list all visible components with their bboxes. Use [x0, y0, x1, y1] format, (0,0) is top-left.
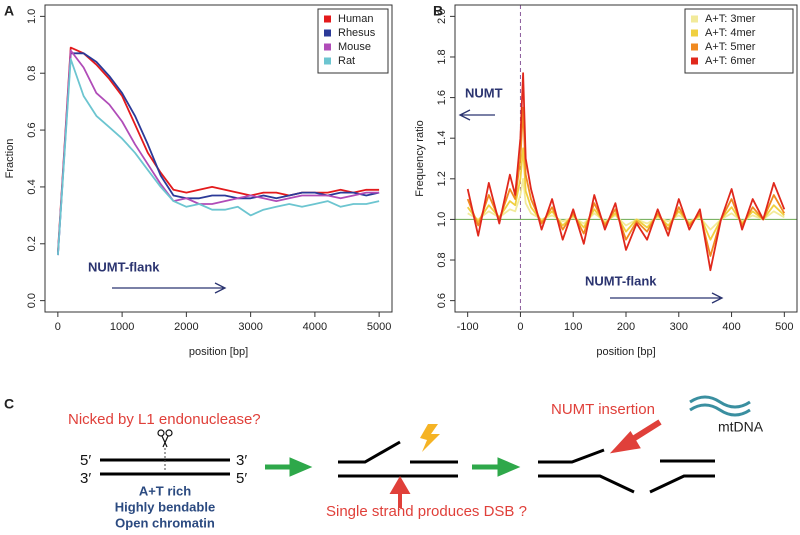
- x-tick-label: 0: [517, 321, 523, 333]
- series-line: [57, 46, 380, 253]
- property: A+T rich: [139, 483, 191, 498]
- y-tick-label: 0.8: [26, 66, 38, 81]
- insertion-label: NUMT insertion: [551, 401, 655, 418]
- dna-strand: [649, 474, 715, 494]
- y-tick-label: 1.0: [436, 212, 448, 227]
- lightning-icon: [420, 424, 440, 452]
- panel-label: B: [433, 3, 443, 19]
- step-arrow: [265, 457, 313, 477]
- annotation-arrow: [458, 109, 495, 121]
- x-axis-label: position [bp]: [189, 346, 248, 358]
- legend-box: [684, 8, 794, 74]
- x-tick-label: 3000: [238, 321, 262, 333]
- dna-strand: [538, 448, 605, 464]
- y-axis-label: Frequency ratio: [414, 120, 426, 196]
- dsb-arrow: [389, 476, 411, 508]
- x-tick-label: 0: [55, 321, 61, 333]
- strand-end: 5′: [236, 470, 247, 487]
- y-axis-label: Fraction: [4, 139, 16, 179]
- y-tick-label: 1.4: [436, 131, 448, 146]
- y-tick-label: 1.8: [436, 49, 448, 64]
- legend-swatch: [691, 15, 698, 23]
- property: Open chromatin: [115, 515, 215, 530]
- mtdna-icon: [689, 395, 751, 417]
- annotation-arrow: [610, 292, 724, 304]
- annotation: NUMT: [465, 85, 503, 100]
- annotation: NUMT-flank: [585, 273, 657, 288]
- legend-label: A+T: 4mer: [705, 27, 756, 39]
- x-tick-label: 200: [617, 321, 635, 333]
- series-line: [57, 49, 380, 256]
- y-tick-label: 1.0: [26, 9, 38, 24]
- strand-end: 5′: [80, 452, 91, 469]
- nick-label: Nicked by L1 endonuclease?: [68, 411, 261, 428]
- legend-swatch: [691, 29, 698, 37]
- diagram: C Nicked by L1 endonuclease? 5′ 3′ 3′ 5′…: [4, 395, 764, 530]
- y-tick-label: 0.6: [436, 293, 448, 308]
- x-tick-label: 4000: [303, 321, 327, 333]
- y-tick-label: 1.2: [436, 171, 448, 186]
- y-tick-label: 0.2: [26, 236, 38, 251]
- legend-swatch: [324, 43, 331, 51]
- series-line: [466, 72, 786, 272]
- y-tick-label: 2.0: [436, 9, 448, 24]
- x-tick-label: -100: [457, 321, 479, 333]
- x-tick-label: 5000: [367, 321, 391, 333]
- x-tick-label: 500: [775, 321, 793, 333]
- legend-swatch: [691, 43, 698, 51]
- legend-label: Human: [338, 13, 373, 25]
- x-tick-label: 1000: [110, 321, 134, 333]
- strand-end: 3′: [80, 470, 91, 487]
- y-tick-label: 0.0: [26, 293, 38, 308]
- series-line: [57, 52, 380, 256]
- dna-strand: [338, 440, 401, 464]
- annotation-arrow: [112, 282, 227, 294]
- x-tick-label: 100: [564, 321, 582, 333]
- scissors-icon: [157, 429, 173, 448]
- annotation: NUMT-flank: [88, 259, 160, 274]
- x-axis-label: position [bp]: [596, 346, 655, 358]
- x-tick-label: 400: [722, 321, 740, 333]
- legend-label: A+T: 5mer: [705, 41, 756, 53]
- legend-label: Rhesus: [338, 27, 376, 39]
- dsb-label: Single strand produces DSB ?: [326, 503, 527, 520]
- legend-swatch: [324, 15, 331, 23]
- step-arrow: [472, 457, 521, 477]
- y-tick-label: 1.6: [436, 90, 448, 105]
- strand-end: 3′: [236, 452, 247, 469]
- x-tick-label: 300: [670, 321, 688, 333]
- y-tick-label: 0.6: [26, 122, 38, 137]
- legend-swatch: [324, 57, 331, 65]
- y-tick-label: 0.4: [26, 179, 38, 194]
- legend-label: A+T: 6mer: [705, 55, 756, 67]
- dna-strand: [538, 474, 635, 494]
- plot-frame: [454, 4, 798, 313]
- legend-label: Rat: [338, 55, 355, 67]
- series-line: [466, 106, 786, 257]
- property: Highly bendable: [115, 499, 215, 514]
- legend-label: Mouse: [338, 41, 371, 53]
- plot-frame: [44, 4, 393, 313]
- legend-swatch: [691, 57, 698, 65]
- y-tick-label: 0.8: [436, 252, 448, 267]
- legend-swatch: [324, 29, 331, 37]
- mtdna-label: mtDNA: [718, 419, 764, 435]
- panel-label: A: [4, 3, 14, 19]
- insertion-arrow: [609, 419, 662, 454]
- x-tick-label: 2000: [174, 321, 198, 333]
- legend-label: A+T: 3mer: [705, 13, 756, 25]
- series-line: [57, 58, 380, 256]
- panel-label: C: [4, 396, 14, 412]
